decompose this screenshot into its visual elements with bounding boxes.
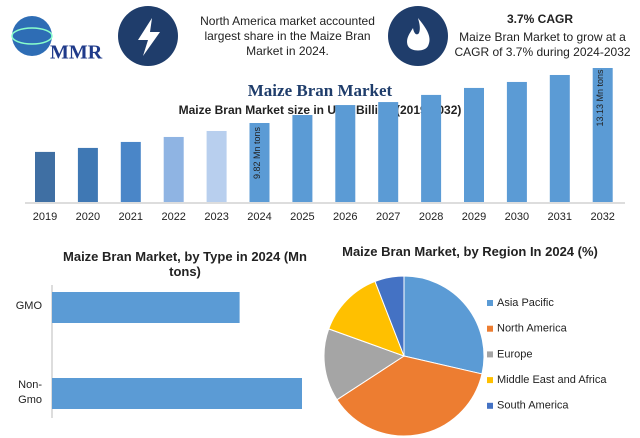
x-tick-label: 2025	[290, 211, 314, 223]
pie-slice	[374, 275, 405, 357]
x-tick-label: 2020	[76, 211, 100, 223]
fact-title: 3.7% CAGR	[506, 12, 574, 26]
bar	[292, 115, 313, 202]
x-tick-label: 2029	[462, 211, 486, 223]
chart-subtitle: Maize Bran Market size in USD Billion (2…	[179, 103, 462, 117]
bar	[464, 87, 484, 202]
x-tick-label: 2019	[33, 211, 57, 223]
y-tick-label: Non-Gmo	[18, 379, 42, 406]
bar	[206, 130, 227, 202]
fact-text: Maize Bran Market to grow at a CAGR of 3…	[454, 30, 631, 59]
legend-swatch	[487, 377, 493, 384]
logo-globe	[12, 16, 52, 56]
legend-label: Europe	[497, 348, 532, 360]
x-tick-label: 2032	[590, 211, 614, 223]
legend-swatch	[487, 351, 493, 358]
bar	[249, 122, 270, 202]
x-tick-label: 2027	[376, 211, 400, 223]
legend-swatch	[487, 325, 493, 332]
flame-icon	[407, 18, 430, 51]
chart-title: Maize Bran Market, by Region In 2024 (%)	[342, 244, 598, 259]
pie-slice	[328, 280, 405, 357]
value-label: 13.13 Mn tons	[595, 69, 605, 127]
value-label: 9.82 Mn tons	[252, 126, 262, 179]
bar	[378, 102, 399, 202]
legend-swatch	[487, 402, 493, 409]
logo-orbit	[11, 27, 53, 45]
legend-label: South America	[497, 400, 569, 412]
x-tick-label: 2031	[548, 211, 572, 223]
logo-text: MMR	[50, 42, 103, 64]
x-tick-label: 2021	[119, 211, 143, 223]
bar	[335, 105, 356, 202]
bar	[506, 81, 527, 202]
x-tick-label: 2024	[247, 211, 271, 223]
bar	[52, 378, 302, 409]
legend-label: North America	[497, 323, 568, 335]
x-tick-label: 2022	[161, 211, 185, 223]
bar	[592, 68, 613, 202]
bolt-icon	[138, 18, 160, 56]
fact-text: North America market accounted largest s…	[200, 14, 375, 58]
bar	[77, 147, 98, 202]
pie-slice	[403, 275, 485, 375]
chart-title: Maize Bran Market, by Type in 2024 (Mn t…	[63, 249, 307, 279]
bar	[35, 151, 55, 202]
x-tick-label: 2026	[333, 211, 357, 223]
bar	[52, 292, 240, 323]
bar	[549, 74, 570, 202]
legend-swatch	[487, 300, 493, 306]
bar	[163, 136, 184, 202]
chart-title: Maize Bran Market	[248, 81, 393, 100]
bar	[421, 94, 442, 202]
pie-slice	[323, 328, 406, 401]
x-tick-label: 2023	[204, 211, 228, 223]
legend-label: Middle East and Africa	[497, 374, 607, 386]
y-tick-label: GMO	[15, 300, 42, 312]
bar	[120, 141, 141, 202]
pie-slice	[336, 355, 483, 437]
x-tick-label: 2028	[419, 211, 443, 223]
x-tick-label: 2030	[505, 211, 529, 223]
legend-label: Asia Pacific	[497, 297, 554, 309]
